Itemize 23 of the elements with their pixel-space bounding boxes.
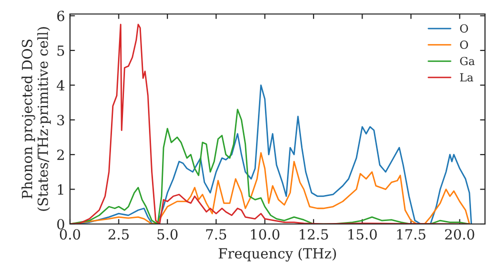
- x-tick-label: 2.5: [108, 229, 129, 240]
- legend-label: O: [460, 40, 468, 49]
- x-axis-title: Frequency (THz): [218, 248, 336, 262]
- x-tick-label: 20.0: [445, 229, 474, 240]
- legend-label: O: [460, 24, 468, 33]
- x-tick-label: 10.0: [251, 229, 280, 240]
- y-axis-title: Phonon projected DOS (States/THz·primitive cell): [22, 27, 51, 211]
- y-tick-label: 1: [58, 184, 64, 195]
- y-tick-label: 6: [57, 10, 64, 22]
- y-tick-label: 0: [57, 218, 64, 230]
- y-tick-label: 2: [57, 150, 64, 160]
- x-tick-label: 7.5: [206, 229, 226, 240]
- x-tick-label: 15.0: [348, 229, 377, 240]
- x-tick-label: 0.0: [60, 229, 80, 240]
- x-tick-label: 12.5: [300, 229, 328, 240]
- y-tick-label: 4: [56, 80, 64, 90]
- line-series: [70, 108, 470, 224]
- y-tick-label: 3: [57, 114, 64, 126]
- legend-label: Ga: [460, 56, 475, 66]
- legend-label: La: [460, 73, 474, 82]
- y-tick-label: 5: [57, 46, 64, 56]
- x-tick-label: 17.5: [397, 229, 426, 240]
- x-tick-label: 5.0: [158, 229, 178, 240]
